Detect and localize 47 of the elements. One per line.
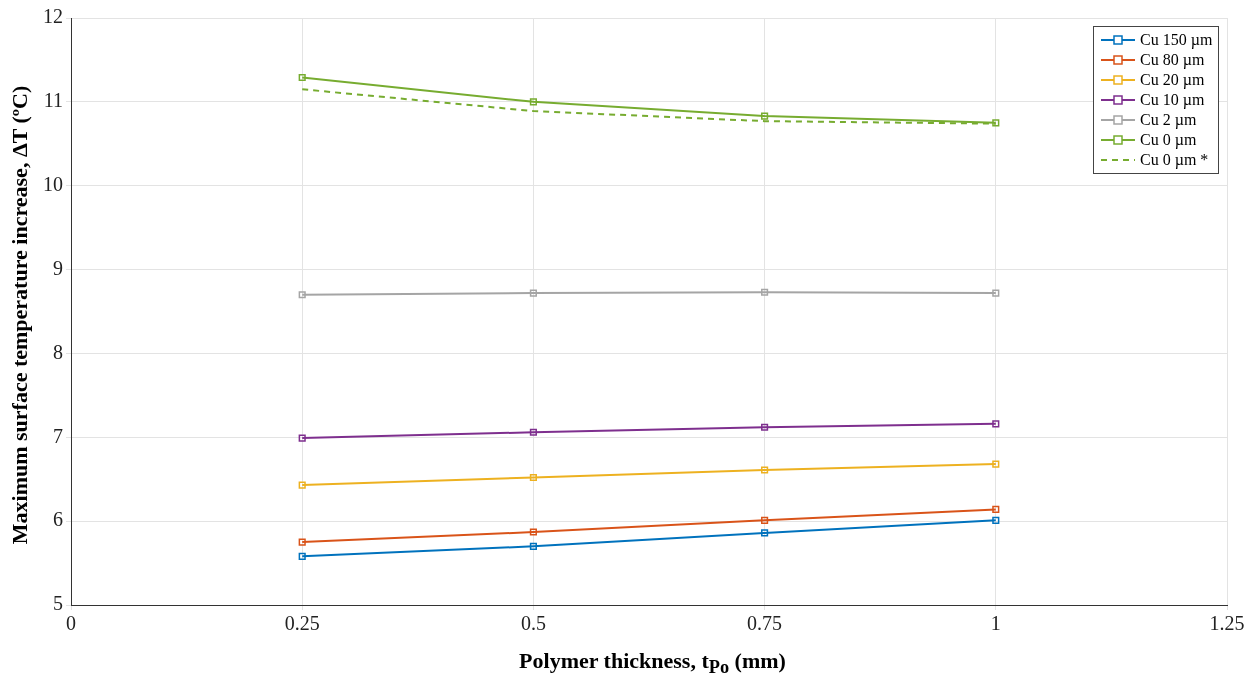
- point: [529, 98, 537, 106]
- legend-label: Cu 80 µm: [1140, 50, 1205, 70]
- y-axis-title: Maximum surface temperature increase, ΔT (ºC): [7, 85, 33, 545]
- legend-label: Cu 20 µm: [1140, 70, 1205, 90]
- point: [529, 542, 537, 550]
- legend-label: Cu 0 µm: [1140, 130, 1197, 150]
- legend-label: Cu 10 µm: [1140, 90, 1205, 110]
- x-tick-label: 0.5: [520, 612, 546, 635]
- point: [992, 460, 1000, 468]
- y-tick-label: 7: [53, 424, 63, 447]
- point: [529, 289, 537, 297]
- x-tick-label: 0: [66, 612, 76, 635]
- point: [529, 473, 537, 482]
- y-tick-label: 12: [43, 5, 63, 28]
- point: [992, 516, 1000, 524]
- y-tick-label: 9: [53, 256, 63, 279]
- y-tick-label: 8: [53, 340, 63, 363]
- y-tick-label: 6: [53, 508, 63, 531]
- point: [761, 288, 769, 296]
- point: [529, 528, 537, 536]
- point: [298, 481, 306, 489]
- legend-label: Cu 2 µm: [1140, 110, 1197, 130]
- y-tick-label: 5: [53, 592, 63, 615]
- point: [529, 428, 537, 436]
- point: [298, 73, 306, 82]
- point: [298, 552, 306, 560]
- point: [761, 112, 769, 120]
- point: [992, 119, 1000, 127]
- x-axis-title: Polymer thickness, t$_{Po}$ (mm): [518, 648, 787, 679]
- point: [761, 423, 769, 431]
- point: [992, 289, 1000, 297]
- legend-label: Cu 0 µm *: [1140, 150, 1209, 170]
- x-tick-label: 1: [990, 612, 1001, 635]
- point: [761, 529, 769, 537]
- legend-label: Cu 150 µm: [1140, 30, 1213, 50]
- point: [992, 505, 1000, 513]
- y-tick-label: 11: [43, 89, 63, 112]
- y-tick-label: 10: [43, 172, 63, 195]
- point: [992, 420, 1000, 428]
- point: [298, 291, 306, 299]
- x-tick-label: 0.25: [284, 612, 320, 635]
- point: [761, 466, 769, 474]
- x-tick-label: 0.75: [747, 612, 783, 635]
- point: [298, 434, 306, 442]
- point: [761, 516, 769, 524]
- point: [298, 538, 306, 546]
- x-tick-label: 1.25: [1209, 612, 1245, 635]
